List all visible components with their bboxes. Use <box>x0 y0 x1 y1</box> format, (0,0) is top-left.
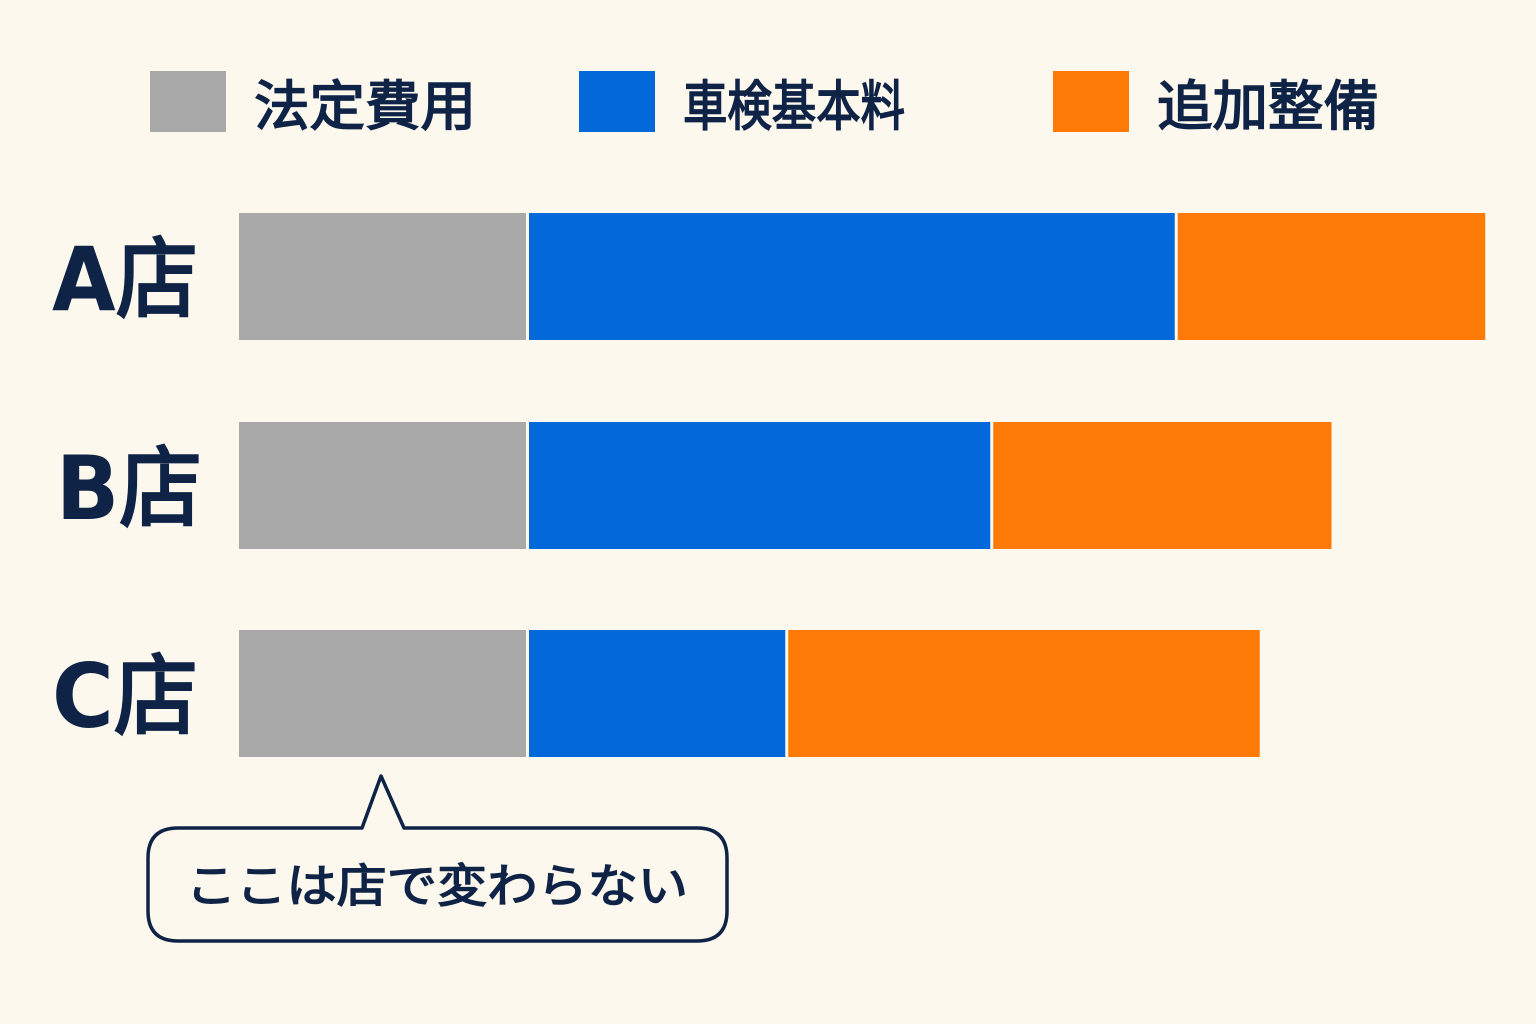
legend-swatch <box>1053 71 1129 132</box>
bars <box>239 213 1486 757</box>
callout-text: ここは店で変わらない <box>186 859 688 913</box>
legend-label: 追加整備 <box>1157 75 1379 138</box>
category-labels: A店 B店 C店 <box>52 228 202 748</box>
category-label: B店 <box>56 437 202 540</box>
bar-segment <box>529 422 991 549</box>
callout: ここは店で変わらない <box>146 774 729 943</box>
callout-bubble <box>146 774 729 943</box>
bar-segment <box>529 213 1175 340</box>
bar-segment <box>239 213 526 340</box>
legend-swatch <box>150 71 226 132</box>
legend-label: 法定費用 <box>254 75 476 138</box>
category-label: C店 <box>52 645 198 748</box>
bar-segment <box>993 422 1332 549</box>
bar-segment <box>1177 213 1486 340</box>
legend: 法定費用 車検基本料 追加整備 <box>150 71 1379 138</box>
category-label: A店 <box>52 228 198 331</box>
bar-segment <box>788 630 1260 757</box>
legend-swatch <box>579 71 655 132</box>
bar-segment <box>239 630 526 757</box>
bar-segment <box>239 422 526 549</box>
legend-label: 車検基本料 <box>683 75 905 138</box>
bar-segment <box>529 630 786 757</box>
